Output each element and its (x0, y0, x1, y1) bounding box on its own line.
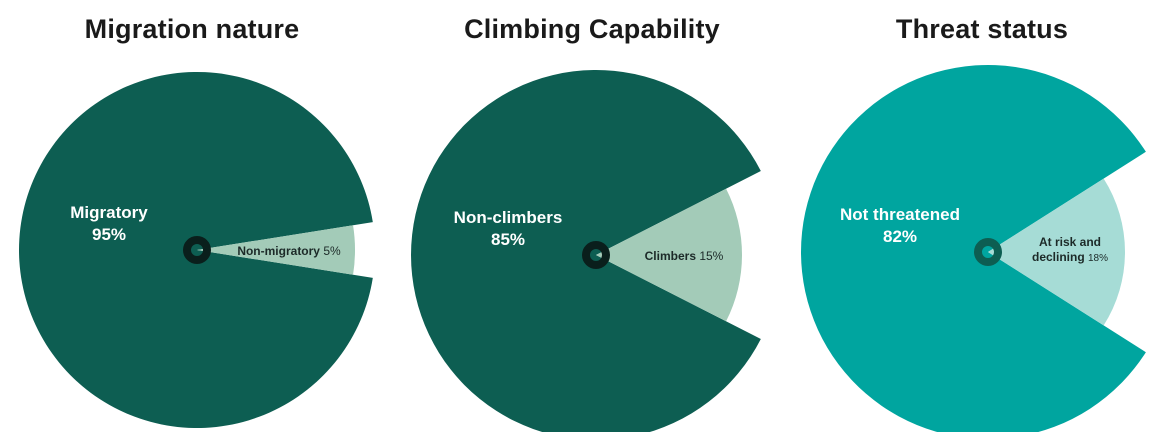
pie-chart-threat: Threat status Not threatened 82% At risk a… (792, 0, 1153, 432)
pie-chart-climbing: Climbing Capability Non-climbers 85% Climb… (400, 0, 784, 432)
slice-label-minor: Non-migratory 5% (237, 244, 341, 258)
pie-slice-major (801, 65, 1146, 432)
slice-label-major: Not threatened (840, 205, 960, 224)
pie-slice-minor (596, 188, 743, 322)
slice-label-minor: Climbers 15% (645, 249, 724, 263)
chart-title: Climbing Capability (464, 14, 720, 44)
chart-title: Migration nature (84, 14, 300, 44)
pie-slice-minor (988, 178, 1125, 326)
center-ring (183, 236, 211, 264)
slice-label-major: Migratory (70, 203, 148, 222)
pie-chart-migration: Migration nature Migratory 95% Non-migrato… (0, 0, 384, 432)
pie-slice-major (19, 71, 373, 428)
center-ring (582, 241, 610, 269)
slice-label-minor: At risk and (1039, 235, 1101, 249)
slice-value-major: 85% (491, 230, 525, 249)
pie-svg: Migratory 95% Non-migratory 5% (19, 71, 373, 428)
slice-value-major: 95% (92, 225, 126, 244)
chart-title: Threat status (895, 14, 1069, 44)
pie-slice-minor (197, 225, 355, 275)
slice-label-major: Non-climbers (454, 208, 563, 227)
pie-svg: Non-climbers 85% Climbers 15% (411, 70, 761, 432)
slice-label-minor-line2: declining 18% (1032, 250, 1108, 264)
center-ring (974, 238, 1002, 266)
slice-value-major: 82% (883, 227, 917, 246)
